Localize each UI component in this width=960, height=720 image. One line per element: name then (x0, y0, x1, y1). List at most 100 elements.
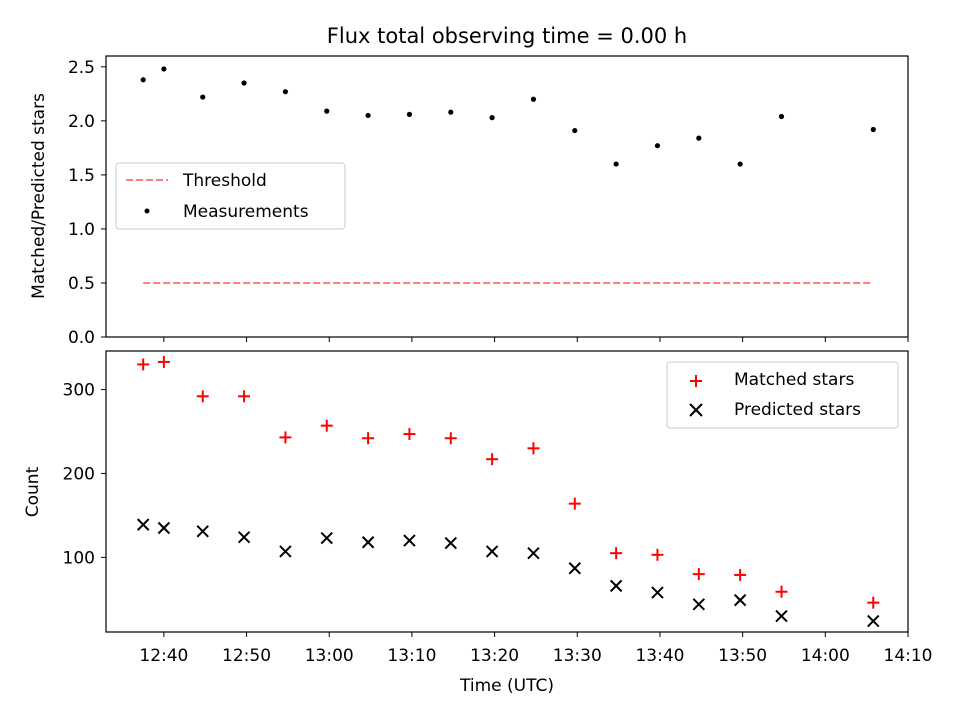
predicted-star-point (609, 579, 623, 593)
top-x-axis (163, 337, 909, 342)
measurement-point (200, 94, 206, 100)
legend-matched-swatch (690, 375, 702, 387)
predicted-star-point (692, 598, 706, 611)
xtick-label: 13:30 (553, 646, 602, 666)
bottom-panel: 100 200 300 12:40 12:50 13:00 13:10 13:20 13:30… (23, 350, 933, 696)
predicted-star-point (237, 531, 251, 544)
xtick-label: 12:40 (139, 646, 188, 666)
measurement-point (696, 135, 702, 141)
matched-star-point (651, 548, 664, 561)
measurement-point (406, 111, 413, 117)
top-ytick-label: 0.5 (68, 274, 95, 294)
legend-predicted-label: Predicted stars (734, 400, 861, 420)
top-y-axis-label: Matched/Predicted stars (29, 93, 49, 299)
x-axis-label: Time (UTC) (459, 676, 554, 696)
matched-star-point (692, 568, 705, 581)
matched-star-point (444, 432, 457, 445)
xtick-label: 12:50 (222, 646, 271, 666)
predicted-star-point (136, 518, 150, 531)
matched-star-point (320, 419, 333, 432)
matched-star-point (486, 453, 499, 466)
bottom-x-axis: 12:40 12:50 13:00 13:10 13:20 13:30 13:40 13:50… (139, 632, 933, 666)
matched-star-point (157, 355, 170, 368)
predicted-star-point (651, 586, 664, 599)
legend-measurements-swatch (144, 208, 150, 214)
matched-star-point (527, 442, 540, 455)
top-ytick-label: 1.0 (68, 220, 95, 240)
top-ytick-label: 1.5 (68, 166, 95, 186)
xtick-label: 13:10 (387, 646, 436, 666)
predicted-star-point (444, 536, 457, 550)
xtick-label: 14:10 (884, 646, 933, 666)
predicted-star-point (568, 562, 582, 575)
matched-star-point (362, 432, 375, 445)
measurement-point (778, 113, 785, 120)
bottom-series-layer (136, 355, 880, 628)
legend-threshold-label: Threshold (182, 171, 267, 191)
bottom-ytick-label: 100 (63, 548, 95, 568)
top-legend: Threshold Measurements (115, 162, 346, 230)
top-ytick-label: 2.0 (68, 112, 95, 132)
matched-star-point (238, 390, 251, 403)
predicted-star-point (733, 593, 747, 607)
legend-matched-label: Matched stars (734, 370, 854, 390)
bottom-ytick-label: 200 (63, 464, 95, 484)
matched-star-point (568, 497, 581, 510)
xtick-label: 13:00 (305, 646, 354, 666)
predicted-star-point (403, 534, 416, 547)
xtick-label: 14:00 (801, 646, 850, 666)
bottom-axes-frame (105, 350, 909, 633)
matched-star-point (279, 431, 292, 444)
legend-predicted-swatch (689, 403, 703, 417)
predicted-star-point (485, 545, 499, 558)
measurement-point (282, 89, 289, 95)
measurement-point (161, 66, 167, 72)
predicted-star-point (775, 609, 788, 623)
measurement-point (324, 108, 330, 114)
matched-star-point (196, 390, 209, 403)
legend-measurements-label: Measurements (183, 202, 309, 222)
matched-star-point (610, 547, 623, 560)
matched-star-point (734, 568, 747, 581)
xtick-label: 13:20 (470, 646, 519, 666)
measurement-point (613, 161, 619, 167)
top-legend-box (115, 162, 346, 230)
matched-star-point (775, 585, 788, 598)
predicted-star-point (867, 614, 880, 628)
measurement-point (489, 115, 495, 121)
bottom-y-axis-label: Count (23, 466, 43, 517)
top-ytick-label: 2.5 (68, 58, 95, 78)
bottom-y-axis: 100 200 300 (63, 381, 106, 568)
xtick-label: 13:40 (635, 646, 684, 666)
matched-star-point (403, 428, 416, 441)
top-axes-frame (105, 55, 909, 338)
chart-title: Flux total observing time = 0.00 h (327, 24, 687, 48)
bottom-legend-box (666, 361, 899, 429)
predicted-star-point (157, 521, 171, 535)
measurement-point (241, 80, 247, 86)
bottom-legend: Matched stars Predicted stars (666, 361, 899, 429)
xtick-label: 13:50 (718, 646, 767, 666)
measurement-point (448, 109, 454, 115)
top-ytick-label: 0.0 (68, 328, 95, 348)
predicted-star-point (320, 531, 333, 545)
measurement-point (365, 112, 371, 119)
matched-star-point (867, 596, 880, 609)
predicted-star-point (196, 525, 209, 538)
measurement-point (140, 77, 146, 83)
measurement-point (870, 126, 876, 133)
top-series-layer (140, 66, 876, 284)
top-y-axis: 0.0 0.5 1.0 1.5 2.0 2.5 (68, 58, 106, 348)
predicted-star-point (279, 545, 292, 558)
measurement-point (654, 143, 661, 149)
measurement-point (530, 96, 537, 102)
measurement-point (737, 161, 743, 167)
predicted-star-point (361, 536, 375, 549)
bottom-ytick-label: 300 (63, 381, 95, 401)
measurement-point (572, 127, 578, 134)
top-panel: 0.0 0.5 1.0 1.5 2.0 2.5 Matched/Predicted sta… (29, 55, 909, 348)
predicted-star-point (527, 546, 540, 560)
matched-star-point (137, 358, 150, 371)
